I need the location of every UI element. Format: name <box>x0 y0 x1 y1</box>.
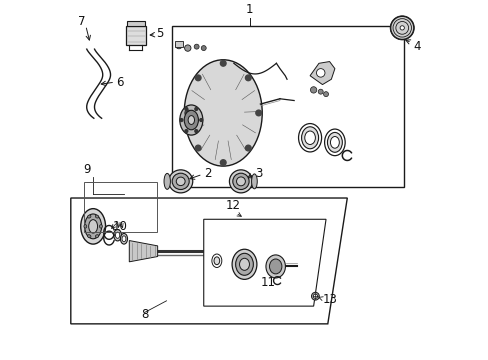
Ellipse shape <box>184 110 198 130</box>
Ellipse shape <box>232 249 256 279</box>
Ellipse shape <box>168 170 192 193</box>
Ellipse shape <box>88 220 98 233</box>
Circle shape <box>184 108 187 111</box>
Ellipse shape <box>214 257 219 265</box>
Circle shape <box>200 118 202 121</box>
Polygon shape <box>71 198 346 324</box>
Circle shape <box>195 130 197 132</box>
Ellipse shape <box>324 129 345 156</box>
Circle shape <box>318 89 323 94</box>
Polygon shape <box>203 219 325 306</box>
Circle shape <box>310 87 316 93</box>
Circle shape <box>180 118 183 121</box>
Circle shape <box>184 110 190 116</box>
Ellipse shape <box>235 253 253 275</box>
Circle shape <box>175 42 182 49</box>
Ellipse shape <box>115 232 120 238</box>
Ellipse shape <box>87 215 91 218</box>
Text: 1: 1 <box>245 3 253 16</box>
Ellipse shape <box>84 225 86 228</box>
Ellipse shape <box>313 294 317 298</box>
Circle shape <box>201 46 206 50</box>
Text: 3: 3 <box>255 167 262 180</box>
Text: 2: 2 <box>203 167 211 180</box>
Ellipse shape <box>81 209 105 244</box>
Ellipse shape <box>265 255 285 278</box>
Circle shape <box>316 69 325 77</box>
Ellipse shape <box>184 60 262 166</box>
Ellipse shape <box>120 234 127 244</box>
Bar <box>175 41 183 48</box>
Circle shape <box>255 110 261 116</box>
Ellipse shape <box>327 132 342 152</box>
Ellipse shape <box>298 123 321 152</box>
Text: 11: 11 <box>260 276 275 289</box>
Ellipse shape <box>95 235 99 238</box>
Ellipse shape <box>399 26 404 30</box>
Polygon shape <box>129 240 157 262</box>
Ellipse shape <box>180 105 203 135</box>
Ellipse shape <box>232 173 248 189</box>
Circle shape <box>220 60 225 66</box>
Ellipse shape <box>95 215 99 218</box>
Circle shape <box>195 75 201 81</box>
Ellipse shape <box>100 225 102 228</box>
Ellipse shape <box>87 235 91 238</box>
Text: 10: 10 <box>112 220 127 233</box>
Ellipse shape <box>122 236 126 242</box>
Circle shape <box>245 145 251 151</box>
Text: 7: 7 <box>78 15 86 28</box>
Circle shape <box>323 92 328 96</box>
Ellipse shape <box>84 214 102 239</box>
Circle shape <box>195 108 197 111</box>
Bar <box>125 26 146 45</box>
Circle shape <box>195 145 201 151</box>
Polygon shape <box>309 62 334 85</box>
Ellipse shape <box>188 116 194 125</box>
Bar <box>171 26 403 188</box>
Text: 8: 8 <box>141 309 148 321</box>
Ellipse shape <box>172 173 189 189</box>
Circle shape <box>245 75 251 81</box>
Bar <box>84 182 156 232</box>
Ellipse shape <box>229 170 252 193</box>
Text: 6: 6 <box>116 76 123 89</box>
Ellipse shape <box>114 230 121 241</box>
Circle shape <box>194 44 199 49</box>
Ellipse shape <box>330 136 339 148</box>
Ellipse shape <box>236 177 245 186</box>
Ellipse shape <box>269 259 281 274</box>
Ellipse shape <box>311 292 319 300</box>
Text: 4: 4 <box>412 40 420 53</box>
Ellipse shape <box>211 254 222 267</box>
Circle shape <box>184 130 187 132</box>
Bar <box>127 22 144 26</box>
Text: 9: 9 <box>83 163 91 176</box>
Ellipse shape <box>163 174 170 189</box>
Ellipse shape <box>304 131 315 144</box>
Ellipse shape <box>390 16 413 39</box>
Text: 12: 12 <box>225 199 240 212</box>
Ellipse shape <box>251 174 257 189</box>
Text: 13: 13 <box>322 293 337 306</box>
Text: 5: 5 <box>156 27 163 40</box>
Ellipse shape <box>301 127 318 149</box>
Ellipse shape <box>239 258 249 270</box>
Ellipse shape <box>176 177 185 186</box>
Circle shape <box>184 45 191 51</box>
Circle shape <box>220 160 225 165</box>
